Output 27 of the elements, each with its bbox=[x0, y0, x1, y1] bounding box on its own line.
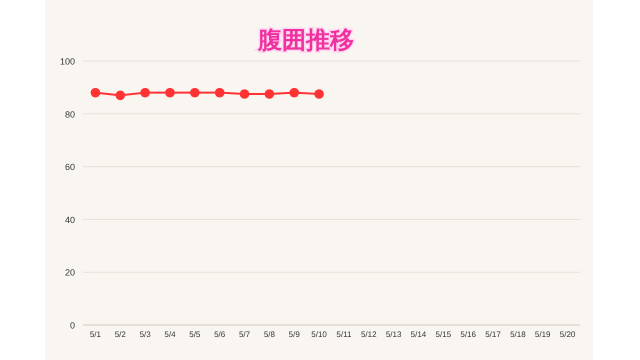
x-tick-label: 5/7 bbox=[238, 330, 251, 339]
x-tick-label: 5/2 bbox=[114, 330, 126, 339]
x-tick-label: 5/5 bbox=[189, 330, 201, 339]
x-tick-label: 5/14 bbox=[410, 330, 427, 339]
y-tick-label: 100 bbox=[60, 56, 75, 66]
x-tick-label: 5/16 bbox=[460, 330, 477, 339]
x-tick-label: 5/15 bbox=[436, 330, 452, 339]
chart-title: 腹囲推移 bbox=[257, 27, 354, 54]
x-tick-label: 5/13 bbox=[386, 330, 402, 339]
y-tick-label: 80 bbox=[64, 109, 75, 120]
x-tick-label: 5/4 bbox=[164, 330, 176, 339]
x-tick-label: 5/11 bbox=[336, 330, 352, 339]
x-tick-label: 5/12 bbox=[360, 330, 378, 339]
y-tick-label: 60 bbox=[64, 162, 75, 172]
y-tick-label: 0 bbox=[70, 320, 75, 330]
x-tick-label: 5/6 bbox=[214, 330, 226, 339]
y-tick-label: 20 bbox=[64, 268, 75, 278]
x-tick-label: 5/1 bbox=[90, 330, 102, 339]
x-tick-label: 5/9 bbox=[288, 330, 300, 339]
x-tick-label: 5/18 bbox=[510, 330, 526, 339]
x-tick-label: 5/19 bbox=[534, 330, 552, 339]
x-tick-label: 5/17 bbox=[485, 330, 502, 339]
x-tick-label: 5/10 bbox=[311, 330, 328, 339]
y-tick-label: 40 bbox=[64, 214, 75, 225]
x-tick-label: 5/3 bbox=[140, 330, 152, 339]
x-tick-label: 5/8 bbox=[264, 330, 276, 339]
x-tick-label: 5/20 bbox=[560, 330, 576, 339]
